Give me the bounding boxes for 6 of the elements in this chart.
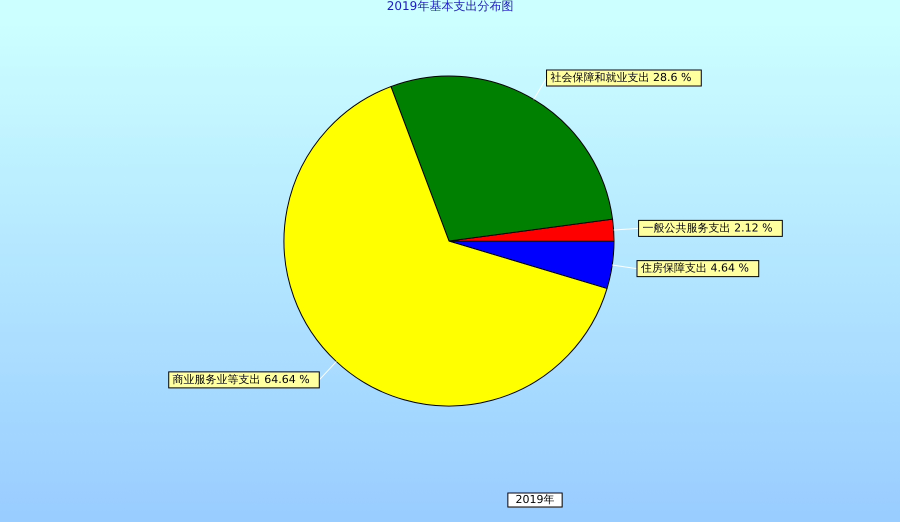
slice-label: 商业服务业等支出 64.64 % xyxy=(172,372,310,386)
slice-label: 住房保障支出 4.64 % xyxy=(640,262,749,275)
chart-title: 2019年基本支出分布图 xyxy=(386,0,514,13)
slice-label: 社会保障和就业支出 28.6 % xyxy=(550,70,692,84)
text: 2019年 xyxy=(516,493,554,506)
slice-label: 一般公共服务支出 2.12 % xyxy=(642,221,773,234)
